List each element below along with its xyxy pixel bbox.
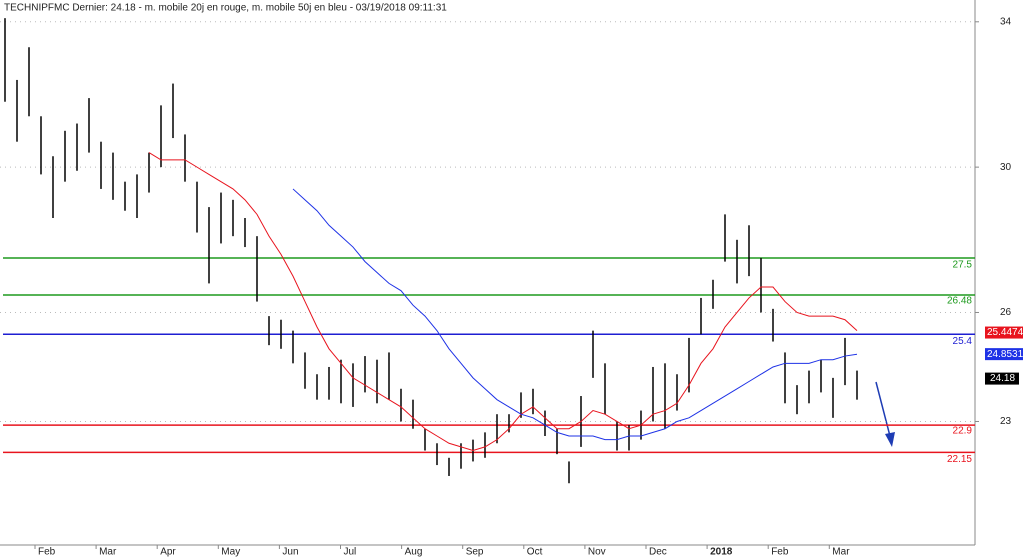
level-label: 26.48 — [947, 296, 972, 307]
x-tick-label: Mar — [99, 547, 117, 558]
x-tick-label: May — [221, 547, 240, 558]
y-tick-label: 26 — [1000, 307, 1012, 318]
x-tick-label: Nov — [588, 547, 606, 558]
last-tag — [985, 348, 1023, 361]
level-label: 25.4 — [953, 336, 973, 347]
x-tick-label: Jul — [344, 547, 357, 558]
chart-title: TECHNIPFMC Dernier: 24.18 - m. mobile 20… — [4, 3, 447, 14]
arrow-head — [885, 432, 895, 447]
y-tick-label: 34 — [1000, 16, 1012, 27]
last-tag-label: 25.4474 — [987, 327, 1024, 338]
x-tick-label: Jun — [282, 547, 298, 558]
moving-average — [292, 188, 858, 441]
level-label: 22.9 — [953, 426, 973, 437]
moving-average — [148, 152, 858, 452]
x-tick-label: Apr — [160, 547, 176, 558]
x-tick-label: Feb — [771, 547, 789, 558]
x-tick-label: Sep — [466, 547, 484, 558]
x-tick-label: Feb — [38, 547, 56, 558]
last-tag — [985, 372, 1019, 385]
last-tag-label: 24.18 — [990, 373, 1015, 384]
level-label: 27.5 — [953, 260, 973, 271]
x-tick-label: Oct — [527, 547, 543, 558]
y-tick-label: 30 — [1000, 162, 1012, 173]
last-tag — [985, 326, 1023, 339]
level-label: 22.15 — [947, 454, 972, 465]
last-tag-label: 24.8531 — [987, 349, 1024, 360]
arrow — [875, 381, 892, 441]
x-tick-label: Dec — [649, 547, 667, 558]
x-tick-label: Aug — [405, 547, 423, 558]
y-tick-label: 23 — [1000, 416, 1012, 427]
x-tick-label: Mar — [832, 547, 850, 558]
x-tick-label: 2018 — [710, 547, 733, 558]
